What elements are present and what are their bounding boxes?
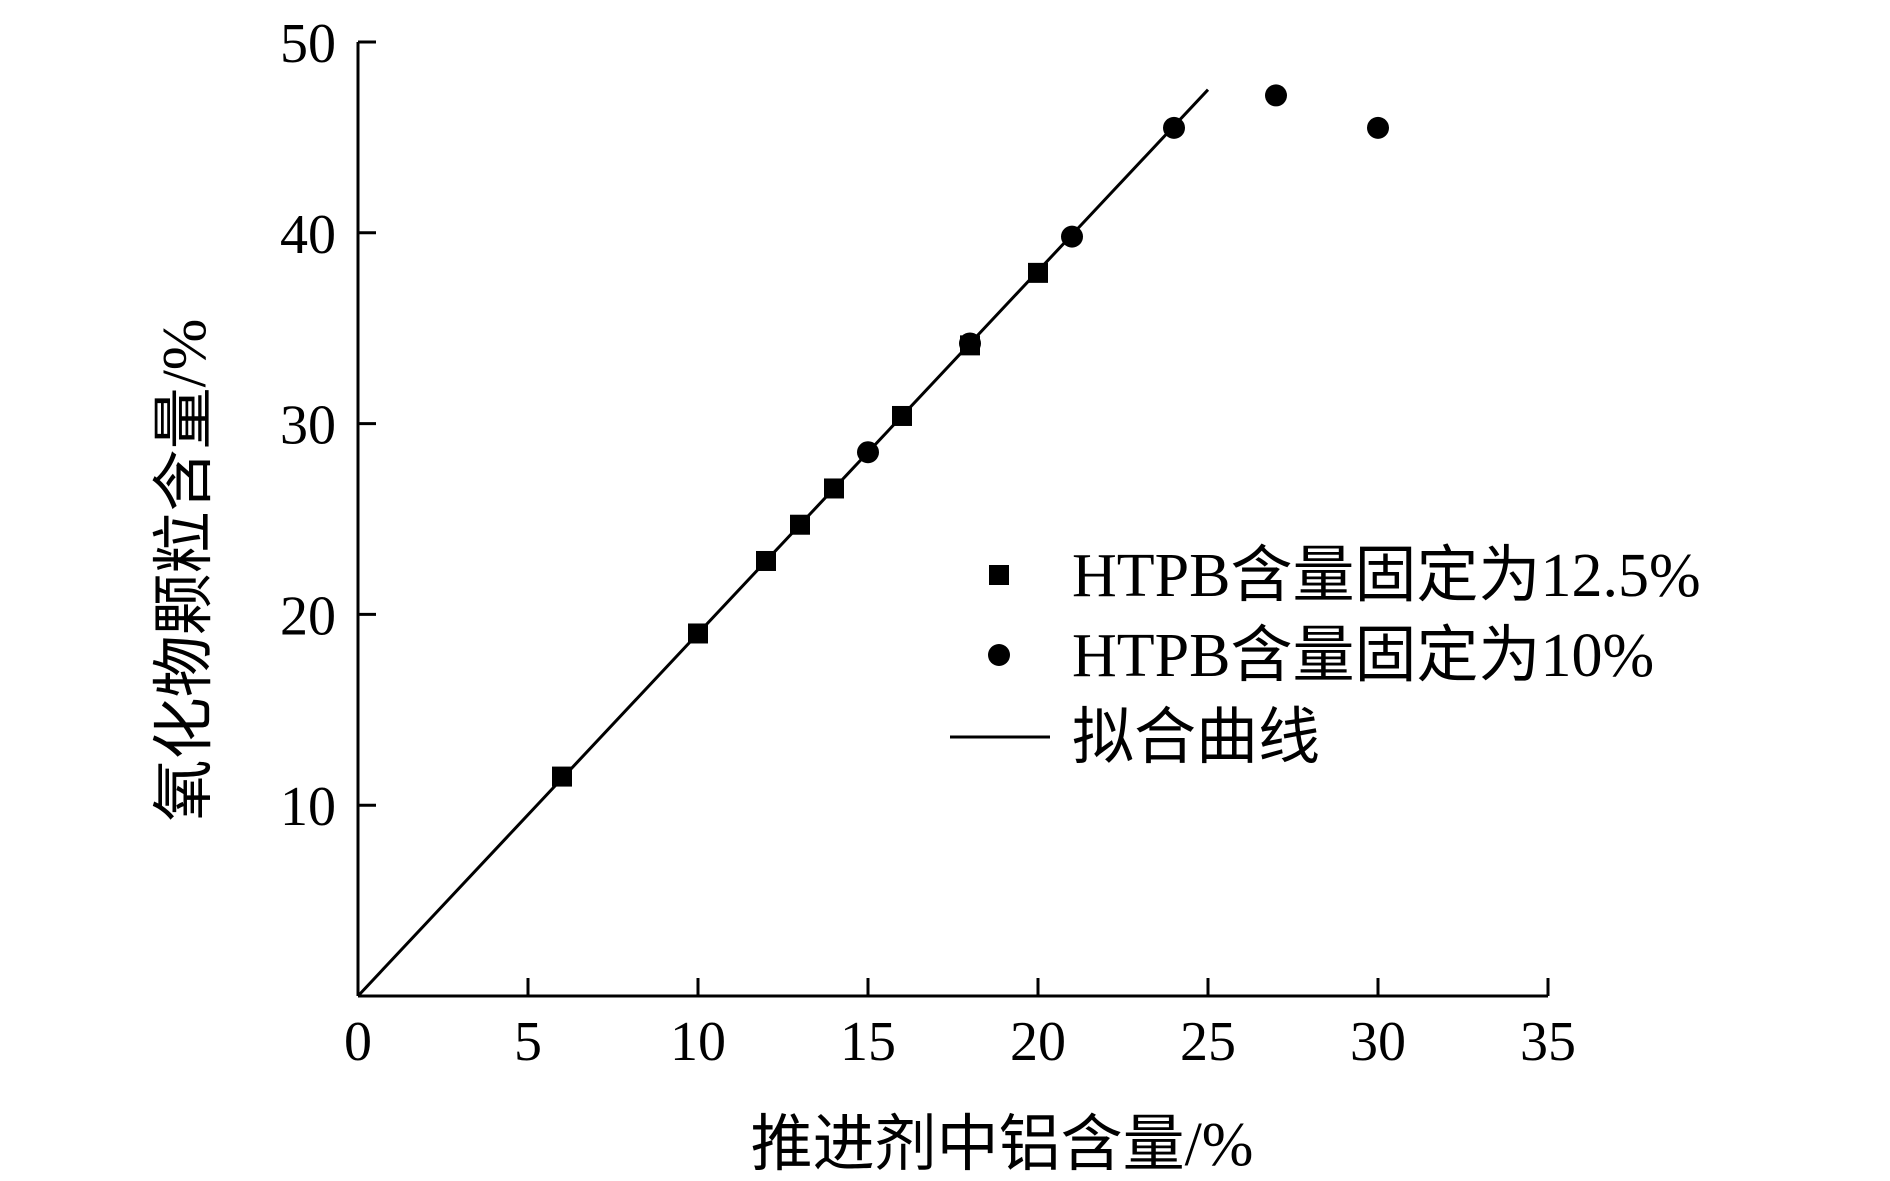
y-axis-ticks: 10 20 30 40 50: [280, 13, 376, 838]
x-tick-label: 0: [344, 1011, 372, 1073]
legend: HTPB含量固定为12.5% HTPB含量固定为10% 拟合曲线: [950, 542, 1701, 772]
square-point: [552, 766, 572, 787]
x-tick-label: 5: [514, 1011, 542, 1073]
square-point: [756, 550, 776, 571]
x-tick-label: 20: [1010, 1011, 1066, 1073]
legend-label: HTPB含量固定为10%: [1072, 622, 1654, 690]
x-axis-title: 推进剂中铝含量/%: [751, 1111, 1254, 1179]
legend-label: 拟合曲线: [1072, 704, 1320, 772]
legend-label: HTPB含量固定为12.5%: [1072, 542, 1701, 610]
y-tick-label: 20: [280, 585, 336, 647]
x-tick-label: 10: [670, 1011, 726, 1073]
square-point: [892, 405, 912, 426]
x-tick-label: 15: [840, 1011, 896, 1073]
legend-square-marker: [989, 565, 1009, 585]
y-tick-label: 10: [280, 776, 336, 838]
circle-point: [1163, 116, 1185, 139]
y-axis-title: 氧化物颗粒含量/%: [151, 319, 219, 822]
legend-circle-marker: [988, 644, 1010, 666]
x-tick-label: 35: [1520, 1011, 1576, 1073]
x-tick-label: 30: [1350, 1011, 1406, 1073]
x-tick-label: 25: [1180, 1011, 1236, 1073]
square-point: [1028, 262, 1048, 283]
data-points: [552, 84, 1389, 787]
circle-point: [959, 332, 981, 355]
y-tick-label: 40: [280, 204, 336, 266]
y-tick-label: 50: [280, 13, 336, 75]
square-point: [790, 514, 810, 535]
y-tick-label: 30: [280, 395, 336, 457]
square-point: [824, 478, 844, 499]
axes: [356, 42, 1548, 998]
circle-point: [1367, 116, 1389, 139]
circle-point: [1265, 84, 1287, 107]
circle-point: [857, 441, 879, 464]
x-axis-ticks: 0 5 10 15 20 25 30 35: [344, 978, 1576, 1073]
circle-point: [1061, 225, 1083, 248]
square-point: [688, 623, 708, 644]
